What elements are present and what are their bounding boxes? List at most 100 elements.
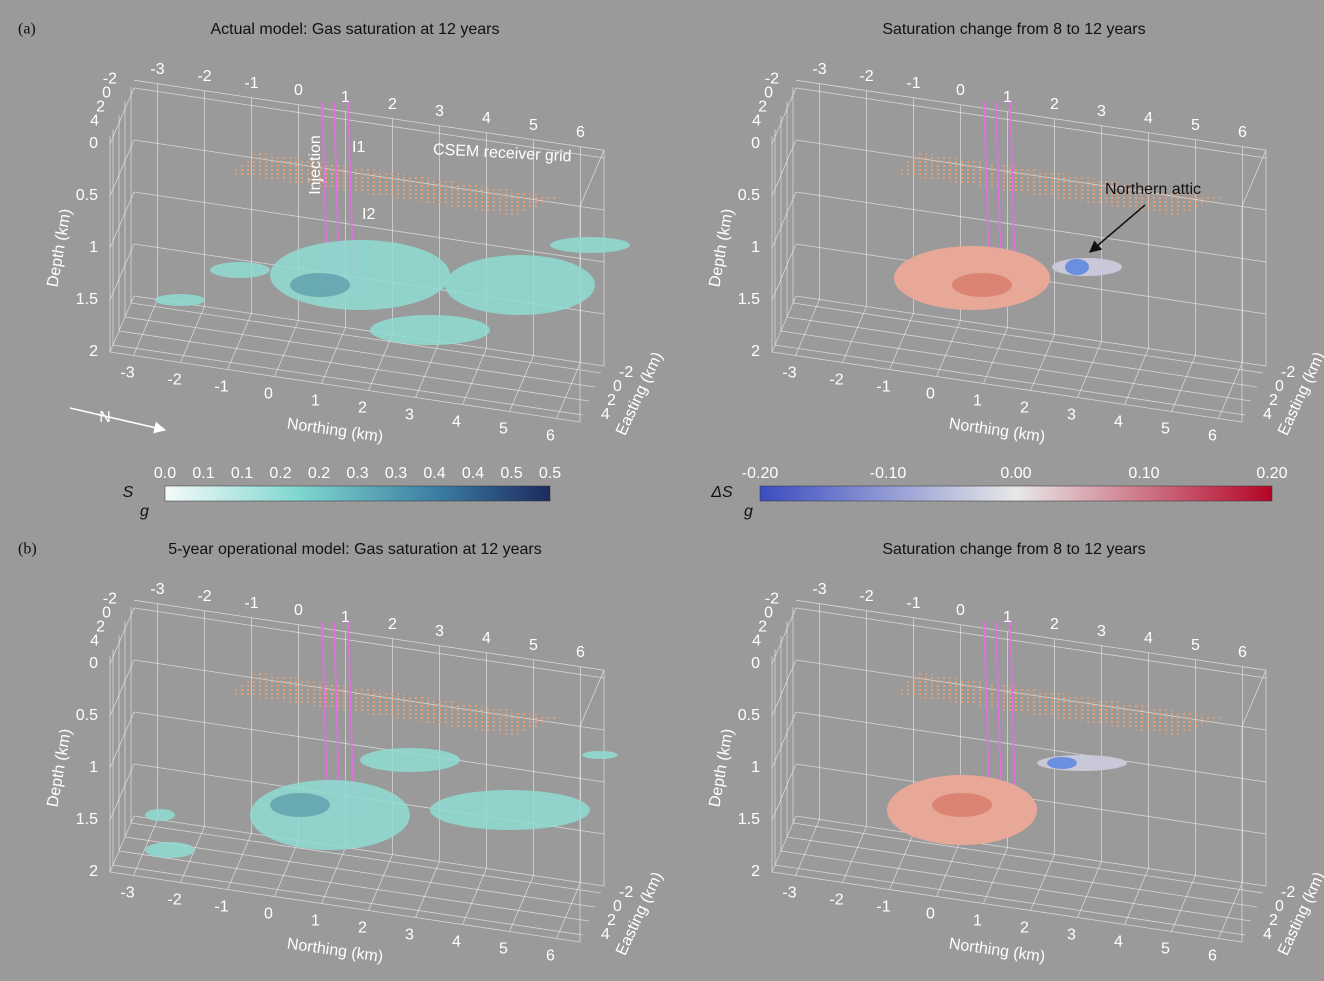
top-northing-tick: -1 — [244, 75, 258, 92]
grid-line — [322, 328, 346, 384]
grid-line — [119, 331, 589, 401]
easting-tick: 4 — [1263, 926, 1272, 943]
top-northing-tick: 4 — [482, 110, 491, 127]
grid-line — [787, 837, 1257, 907]
depth-tick: 1 — [89, 759, 98, 776]
plume — [145, 809, 175, 821]
colorbar — [165, 486, 550, 501]
depth-label: Depth (km) — [44, 208, 74, 289]
grid-line — [1031, 855, 1055, 911]
grid-line — [110, 712, 134, 768]
northing-tick: -1 — [214, 899, 228, 916]
northing-tick: 5 — [499, 421, 508, 438]
top-northing-tick: 6 — [576, 124, 585, 141]
northing-tick: 0 — [264, 386, 273, 403]
north-arrow — [70, 408, 165, 430]
northing-tick: -1 — [876, 379, 890, 396]
grid-line — [228, 834, 252, 890]
easting-tick: 4 — [1263, 406, 1272, 423]
grid-line — [890, 314, 914, 370]
grid-line — [772, 88, 796, 144]
northing-tick: 0 — [264, 906, 273, 923]
grid-line — [110, 192, 134, 248]
top-northing-tick: -2 — [197, 588, 211, 605]
northing-tick: 4 — [1114, 414, 1123, 431]
grid-line — [110, 660, 134, 716]
depth-tick: 0.5 — [738, 187, 760, 204]
top-northing-tick: -1 — [244, 595, 258, 612]
colorbar-tick: 0.3 — [346, 465, 368, 482]
top-northing-tick: 0 — [956, 602, 965, 619]
top-easting-tick: 4 — [752, 112, 761, 129]
panel-title: Saturation change from 8 to 12 years — [882, 541, 1145, 558]
grid-line — [796, 820, 820, 876]
receiver-grid — [894, 672, 1224, 736]
figure: -3-3-2-2-1-100112233445566-2-200224400.5… — [0, 0, 1324, 981]
depth-tick: 0.5 — [738, 707, 760, 724]
page: -3-3-2-2-1-100112233445566-2-200224400.5… — [0, 0, 1324, 981]
grid-line — [369, 335, 393, 391]
grid-line — [1125, 869, 1149, 925]
colorbar-tick: -0.20 — [742, 465, 779, 482]
northing-tick: 5 — [1161, 941, 1170, 958]
top-northing-tick: 4 — [482, 630, 491, 647]
plume — [1047, 757, 1077, 769]
grid-line — [113, 345, 583, 415]
colorbar-subscript: g — [744, 503, 753, 520]
depth-label: Depth (km) — [44, 728, 74, 809]
depth-tick: 2 — [751, 863, 760, 880]
plume-core — [270, 793, 330, 817]
top-northing-tick: 0 — [294, 602, 303, 619]
well-label: Injection — [307, 135, 324, 195]
panel-letter: (a) — [18, 21, 36, 38]
grid-line — [110, 244, 134, 300]
top-easting-tick: 4 — [90, 632, 99, 649]
colorbar-symbol: ΔS — [710, 484, 733, 501]
grid-line — [937, 841, 961, 897]
grid-line — [772, 244, 796, 300]
top-northing-tick: -3 — [812, 581, 826, 598]
colorbar-tick: 0.1 — [192, 465, 214, 482]
panel: -3-3-2-2-1-100112233445566-2-200224400.5… — [18, 541, 666, 966]
depth-tick: 1.5 — [76, 811, 98, 828]
grid-line — [1078, 342, 1102, 398]
northing-tick: 2 — [1020, 400, 1029, 417]
top-northing-tick: 3 — [1097, 103, 1106, 120]
northing-tick: -1 — [876, 899, 890, 916]
colorbar-tick: 0.4 — [423, 465, 445, 482]
colorbar-tick: 0.4 — [462, 465, 484, 482]
grid-line — [110, 140, 134, 196]
grid-line — [228, 314, 252, 370]
panel-title: Actual model: Gas saturation at 12 years — [210, 21, 499, 38]
grid-line — [775, 865, 1245, 935]
plume — [270, 240, 450, 310]
grid-line — [557, 883, 581, 939]
grid-line — [1219, 363, 1243, 419]
grid-line — [125, 837, 595, 907]
grid-line — [787, 317, 1257, 387]
colorbar-symbol: S — [123, 484, 134, 501]
northing-tick: 6 — [1208, 428, 1217, 445]
colorbar-tick: 0.2 — [308, 465, 330, 482]
top-northing-tick: -3 — [150, 61, 164, 78]
plume — [550, 237, 630, 253]
northing-tick: 6 — [1208, 948, 1217, 965]
top-northing-tick: 5 — [1191, 637, 1200, 654]
top-easting-tick: 4 — [752, 632, 761, 649]
top-northing-tick: 4 — [1144, 630, 1153, 647]
depth-tick: 1.5 — [76, 291, 98, 308]
depth-tick: 1.5 — [738, 291, 760, 308]
top-northing-tick: 5 — [1191, 117, 1200, 134]
panel-title: 5-year operational model: Gas saturation… — [168, 541, 542, 558]
grid-line — [113, 865, 583, 935]
grid-line — [843, 827, 867, 883]
easting-tick: 4 — [601, 406, 610, 423]
northing-tick: 4 — [452, 414, 461, 431]
grid-line — [110, 88, 134, 144]
northing-tick: 6 — [546, 428, 555, 445]
plume — [1065, 259, 1089, 275]
grid-line — [772, 764, 796, 820]
plume — [250, 780, 410, 850]
colorbar-tick: 0.5 — [539, 465, 561, 482]
northing-tick: 2 — [358, 920, 367, 937]
